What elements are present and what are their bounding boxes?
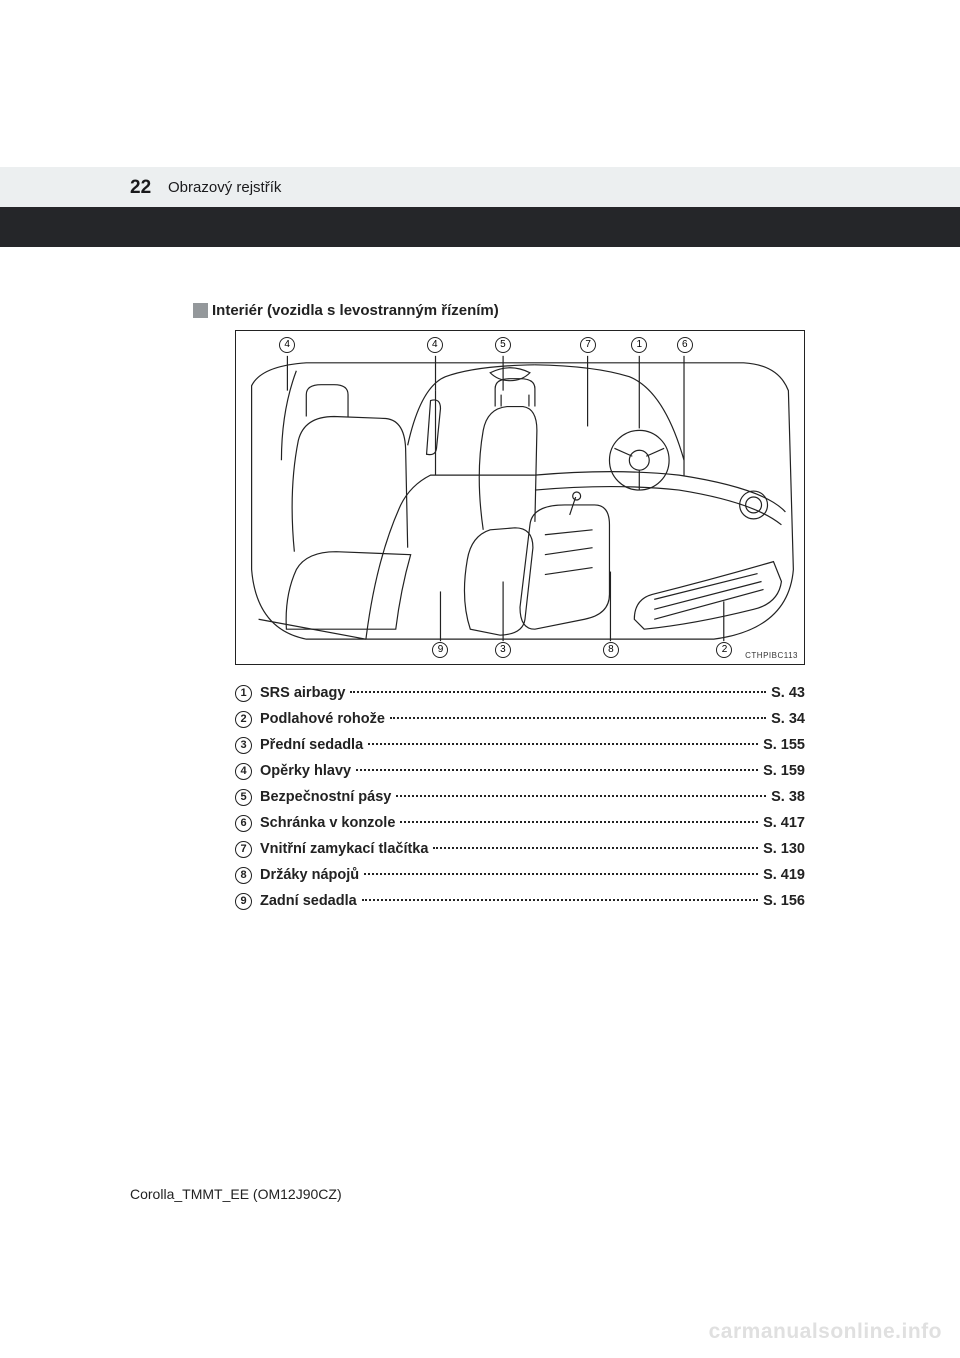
section-marker-icon	[193, 303, 208, 318]
index-num: 3	[235, 737, 252, 754]
index-row-1: 1 SRS airbagy S. 43	[235, 680, 805, 706]
callout-1: 1	[631, 337, 647, 353]
leader-dots	[350, 691, 766, 693]
header: 22 Obrazový rejstřík	[0, 167, 960, 247]
index-num: 4	[235, 763, 252, 780]
index-page: S. 43	[771, 685, 805, 701]
index-num: 5	[235, 789, 252, 806]
page-number: 22	[130, 177, 151, 199]
index-page: S. 156	[763, 893, 805, 909]
callout-7: 7	[580, 337, 596, 353]
section-title: Interiér (vozidla s levostranným řízením…	[212, 302, 499, 319]
index-page: S. 34	[771, 711, 805, 727]
index-label: Zadní sedadla	[260, 893, 357, 909]
header-section-title: Obrazový rejstřík	[168, 179, 281, 196]
diagram-code: CTHPIBC113	[745, 651, 798, 660]
index-row-4: 4 Opěrky hlavy S. 159	[235, 758, 805, 784]
index-label: Držáky nápojů	[260, 867, 359, 883]
leader-dots	[356, 769, 758, 771]
index-label: SRS airbagy	[260, 685, 345, 701]
leader-dots	[433, 847, 758, 849]
header-light-band: 22 Obrazový rejstřík	[0, 167, 960, 207]
index-label: Schránka v konzole	[260, 815, 395, 831]
interior-diagram: 4 4 5 7 1 6 9 3 8 2 CTHPIBC113	[235, 330, 805, 665]
index-num: 2	[235, 711, 252, 728]
index-row-9: 9 Zadní sedadla S. 156	[235, 888, 805, 914]
index-page: S. 38	[771, 789, 805, 805]
index-label: Vnitřní zamykací tlačítka	[260, 841, 428, 857]
index-page: S. 130	[763, 841, 805, 857]
leader-dots	[390, 717, 766, 719]
callout-6: 6	[677, 337, 693, 353]
index-num: 7	[235, 841, 252, 858]
index-num: 6	[235, 815, 252, 832]
leader-dots	[368, 743, 758, 745]
index-page: S. 155	[763, 737, 805, 753]
index-page: S. 419	[763, 867, 805, 883]
index-label: Bezpečnostní pásy	[260, 789, 391, 805]
index-label: Podlahové rohože	[260, 711, 385, 727]
callouts-top: 4 4 5 7 1 6	[236, 337, 804, 357]
interior-illustration	[236, 331, 804, 664]
index-list: 1 SRS airbagy S. 43 2 Podlahové rohože S. 34 3…	[235, 680, 805, 914]
footer-code: Corolla_TMMT_EE (OM12J90CZ)	[130, 1186, 342, 1202]
index-row-7: 7 Vnitřní zamykací tlačítka S. 130	[235, 836, 805, 862]
index-num: 1	[235, 685, 252, 702]
callout-4: 4	[279, 337, 295, 353]
leader-dots	[396, 795, 766, 797]
index-row-3: 3 Přední sedadla S. 155	[235, 732, 805, 758]
manual-page: 22 Obrazový rejstřík Interiér (vozidla s…	[0, 0, 960, 1358]
index-row-6: 6 Schránka v konzole S. 417	[235, 810, 805, 836]
leader-dots	[362, 899, 758, 901]
callout-8: 8	[603, 642, 619, 658]
header-dark-band	[0, 207, 960, 247]
index-row-5: 5 Bezpečnostní pásy S. 38	[235, 784, 805, 810]
index-label: Opěrky hlavy	[260, 763, 351, 779]
index-num: 9	[235, 893, 252, 910]
callout-2: 2	[716, 642, 732, 658]
callout-3: 3	[495, 642, 511, 658]
watermark: carmanualsonline.info	[709, 1320, 942, 1344]
leader-dots	[364, 873, 758, 875]
callout-9: 9	[432, 642, 448, 658]
index-label: Přední sedadla	[260, 737, 363, 753]
index-page: S. 159	[763, 763, 805, 779]
index-num: 8	[235, 867, 252, 884]
index-row-2: 2 Podlahové rohože S. 34	[235, 706, 805, 732]
callouts-bottom: 9 3 8 2	[236, 638, 804, 658]
section-heading: Interiér (vozidla s levostranným řízením…	[193, 302, 499, 319]
leader-dots	[400, 821, 758, 823]
index-row-8: 8 Držáky nápojů S. 419	[235, 862, 805, 888]
callout-4: 4	[427, 337, 443, 353]
callout-5: 5	[495, 337, 511, 353]
index-page: S. 417	[763, 815, 805, 831]
